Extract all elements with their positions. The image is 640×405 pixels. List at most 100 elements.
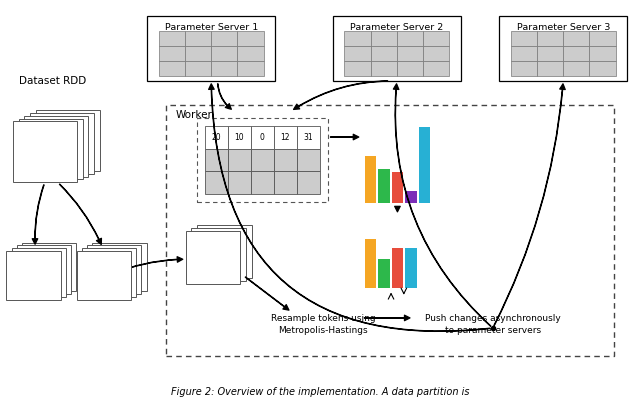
Bar [378,259,390,288]
Bar [405,191,417,202]
Bar [365,156,376,202]
Bar [371,31,397,46]
Bar [237,61,264,76]
FancyArrowPatch shape [111,257,183,275]
Bar [30,113,94,174]
FancyArrowPatch shape [395,206,400,212]
Bar [211,31,237,46]
Bar [344,31,371,46]
Bar [17,245,71,294]
Bar [87,245,141,294]
Bar [185,61,211,76]
Text: Figure 2: Overview of the implementation. A data partition is: Figure 2: Overview of the implementation… [171,387,469,397]
Bar [589,61,616,76]
Bar [6,251,61,300]
Bar [82,248,136,297]
Bar [365,239,376,288]
Bar [12,248,66,297]
Bar [344,46,371,61]
Bar [297,149,320,171]
FancyArrowPatch shape [394,84,491,326]
Text: 0: 0 [260,132,265,141]
Bar [22,243,76,291]
Bar [197,118,328,202]
Text: Parameter Server 1: Parameter Server 1 [164,23,258,32]
FancyArrowPatch shape [494,84,565,326]
Bar [563,31,589,46]
Bar [211,61,237,76]
Bar [205,126,228,149]
Bar [423,61,449,76]
Bar [191,228,246,281]
Bar [392,247,403,288]
Bar [197,225,252,278]
Bar [333,16,461,81]
FancyArrowPatch shape [32,185,44,244]
Bar [511,61,537,76]
Text: Push changes asynchronously
to parameter servers: Push changes asynchronously to parameter… [425,314,561,335]
Bar [499,16,627,81]
Bar [237,31,264,46]
Bar [274,149,297,171]
FancyArrowPatch shape [209,84,490,331]
Bar [211,46,237,61]
Bar [371,61,397,76]
Text: 12: 12 [281,132,290,141]
Bar [186,231,240,284]
Text: 20: 20 [211,132,221,141]
Bar [166,105,614,356]
Bar [297,126,320,149]
FancyArrowPatch shape [330,134,359,140]
Bar [397,31,423,46]
FancyArrowPatch shape [245,277,289,310]
Text: Dataset RDD: Dataset RDD [19,76,86,86]
Bar [405,247,417,288]
Text: Parameter Server 3: Parameter Server 3 [516,23,610,32]
Bar [419,127,430,202]
Bar [159,61,185,76]
Text: 31: 31 [303,132,314,141]
Bar [185,46,211,61]
Bar [159,31,185,46]
Bar [251,171,274,194]
Bar [237,46,264,61]
Bar [24,116,88,177]
Bar [589,46,616,61]
Bar [344,61,371,76]
FancyArrowPatch shape [60,184,102,245]
Text: Worker: Worker [176,110,213,120]
Bar [274,126,297,149]
Bar [13,122,77,182]
Bar [511,46,537,61]
FancyArrowPatch shape [218,84,232,109]
Bar [563,61,589,76]
Bar [537,61,563,76]
FancyArrowPatch shape [364,315,410,321]
Bar [77,251,131,300]
Bar [228,149,251,171]
Bar [511,31,537,46]
Text: 10: 10 [234,132,244,141]
Bar [397,46,423,61]
Bar [228,126,251,149]
Bar [205,149,228,171]
Text: Parameter Server 2: Parameter Server 2 [350,23,444,32]
Bar [423,31,449,46]
Bar [589,31,616,46]
Text: Resample tokens using
Metropolis-Hastings: Resample tokens using Metropolis-Hasting… [271,314,376,335]
Bar [251,126,274,149]
Bar [205,171,228,194]
Bar [19,119,83,179]
Bar [537,31,563,46]
Bar [92,243,147,291]
Bar [36,110,100,171]
Bar [537,46,563,61]
Bar [563,46,589,61]
Bar [371,46,397,61]
Bar [392,172,403,202]
Bar [423,46,449,61]
Bar [185,31,211,46]
Bar [274,171,297,194]
Bar [159,46,185,61]
FancyArrowPatch shape [294,81,388,109]
